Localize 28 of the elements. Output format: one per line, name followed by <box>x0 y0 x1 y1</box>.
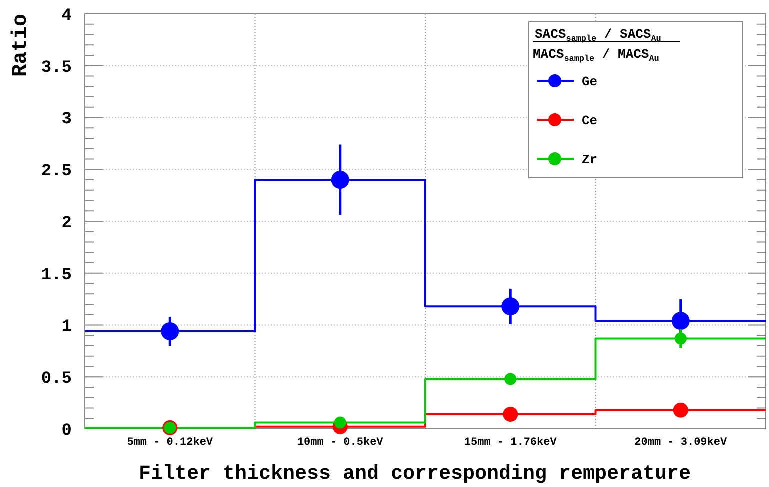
y-tick-label: 2.5 <box>41 162 72 182</box>
text: SACS$_{sample}$ / SACS$_{Au}$ MACS$_{sample}$ / MACS$_{Au}$ <box>533 27 662 64</box>
point <box>504 373 517 386</box>
y-tick-label: 1 <box>62 318 72 338</box>
point <box>672 312 690 330</box>
x-axis-title: Filter thickness and corresponding remperature <box>138 463 692 486</box>
point <box>334 416 346 429</box>
y-axis-title: Ratio <box>10 14 33 78</box>
point <box>673 402 688 418</box>
y-tick-label: 4 <box>62 6 72 26</box>
y-tick-label: 3 <box>62 110 72 130</box>
point <box>161 322 180 340</box>
x-tick-label: 15mm - 1.76keV <box>464 437 558 449</box>
y-tick-label: 2 <box>62 214 72 234</box>
legend-label: Ge <box>582 74 598 90</box>
legend-label: Zr <box>582 152 598 168</box>
point <box>502 298 520 316</box>
point <box>331 171 350 189</box>
legend-label: Ce <box>582 114 598 129</box>
point <box>503 406 518 422</box>
y-tick-label: 0.5 <box>41 370 72 390</box>
x-tick-label: 5mm - 0.12keV <box>127 437 214 449</box>
x-tick-label: 20mm - 3.09keV <box>634 437 728 449</box>
y-tick-label: 0 <box>62 422 72 441</box>
y-tick-label: 1.5 <box>41 266 72 286</box>
x-tick-label: 10mm - 0.5keV <box>297 437 384 449</box>
y-tick-label: 3.5 <box>41 58 72 78</box>
point <box>674 332 687 345</box>
